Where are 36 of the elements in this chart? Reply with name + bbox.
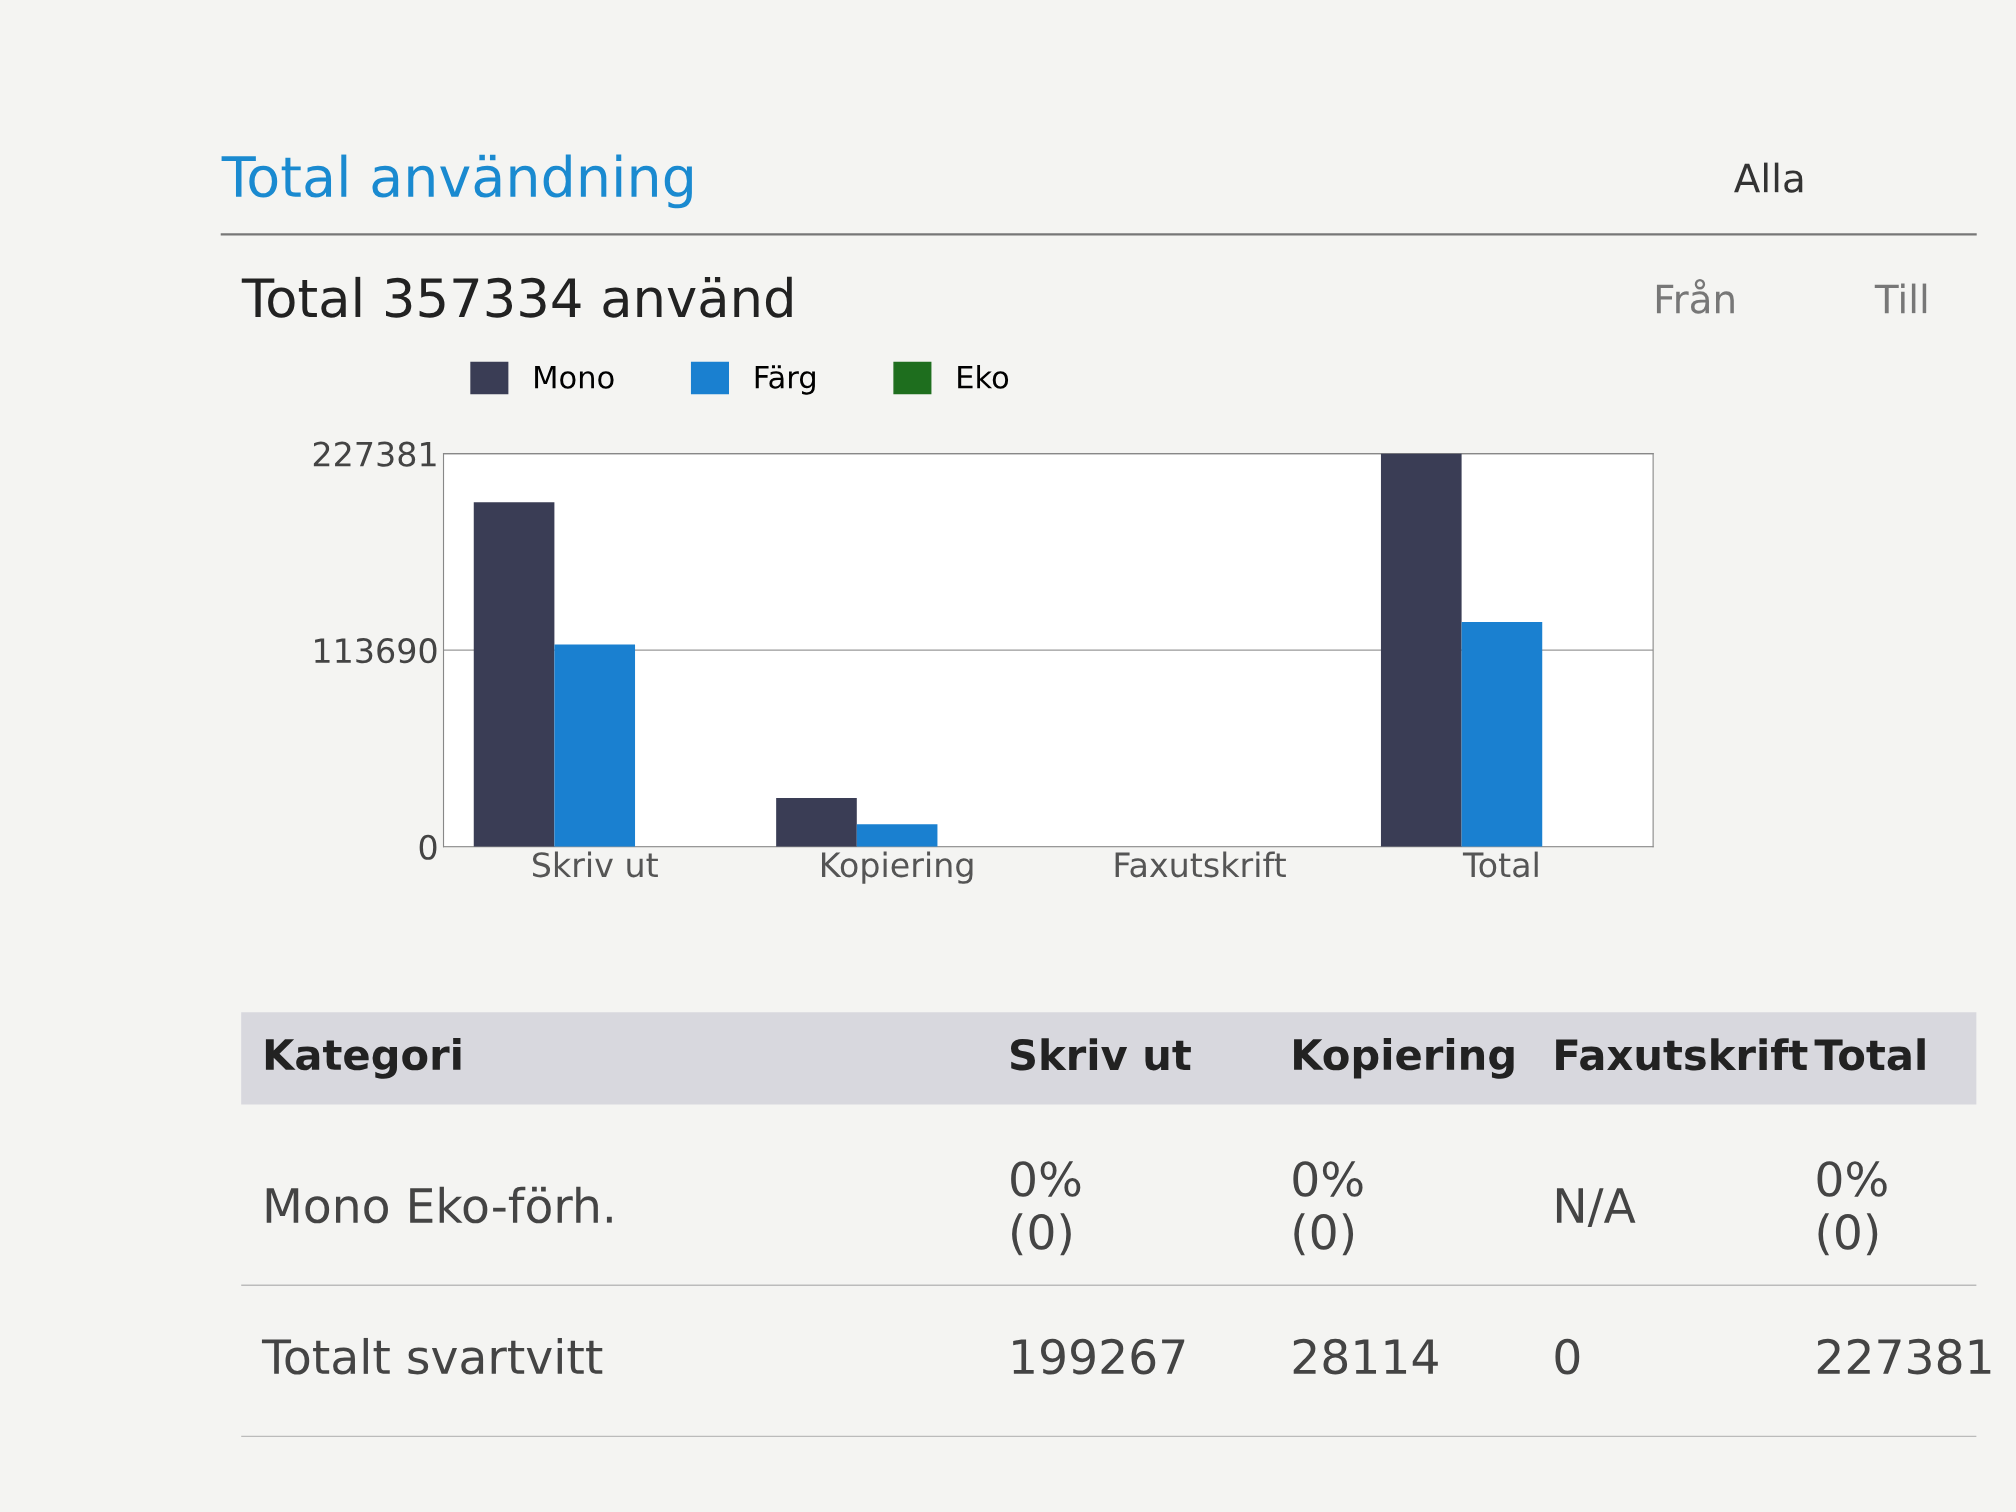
- y-tick-label: 113690: [315, 638, 437, 664]
- x-tick-label: Faxutskrift: [1115, 851, 1286, 878]
- text: Alla: [1734, 162, 1803, 193]
- bar: [473, 502, 555, 847]
- text: 0% (0): [1293, 1161, 1363, 1256]
- text: Kopiering: [1294, 1038, 1514, 1079]
- text: Mono Eko-förh.: [266, 1186, 612, 1224]
- text: Totalt svartvitt: [261, 1337, 603, 1375]
- chart-subtitle: Total 357334 använd: [241, 276, 792, 318]
- text: 0% (0): [1011, 1161, 1081, 1256]
- text: 199267: [1013, 1338, 1185, 1375]
- bar: [1461, 622, 1543, 847]
- text: Faxutskrift: [1556, 1038, 1808, 1071]
- text: Kategori: [265, 1038, 461, 1079]
- text: 227381: [1817, 1338, 1991, 1375]
- legend-label: Eko: [958, 365, 1009, 389]
- text: 0% (0): [1817, 1161, 1887, 1256]
- text: Till: [1874, 283, 1927, 314]
- y-tick-label: 0: [419, 834, 437, 860]
- x-tick-label: Kopiering: [822, 851, 973, 884]
- text: 28114: [1293, 1338, 1438, 1375]
- text: Total: [1814, 1038, 1925, 1071]
- legend-label: Mono: [535, 366, 614, 389]
- x-tick-label: Total: [1462, 851, 1538, 878]
- text: Skriv ut: [1010, 1038, 1191, 1071]
- text: Från: [1656, 278, 1734, 314]
- chart-title: Total användning: [221, 154, 692, 209]
- bar: [554, 644, 636, 847]
- text: N/A: [1556, 1188, 1636, 1228]
- x-tick-label: Skriv ut: [532, 851, 658, 878]
- bar: [776, 798, 857, 847]
- bar: [856, 824, 938, 847]
- bar: [1380, 453, 1462, 847]
- y-tick-label: 227381: [313, 441, 436, 467]
- text: 0: [1555, 1338, 1580, 1375]
- legend-label: Färg: [755, 365, 815, 395]
